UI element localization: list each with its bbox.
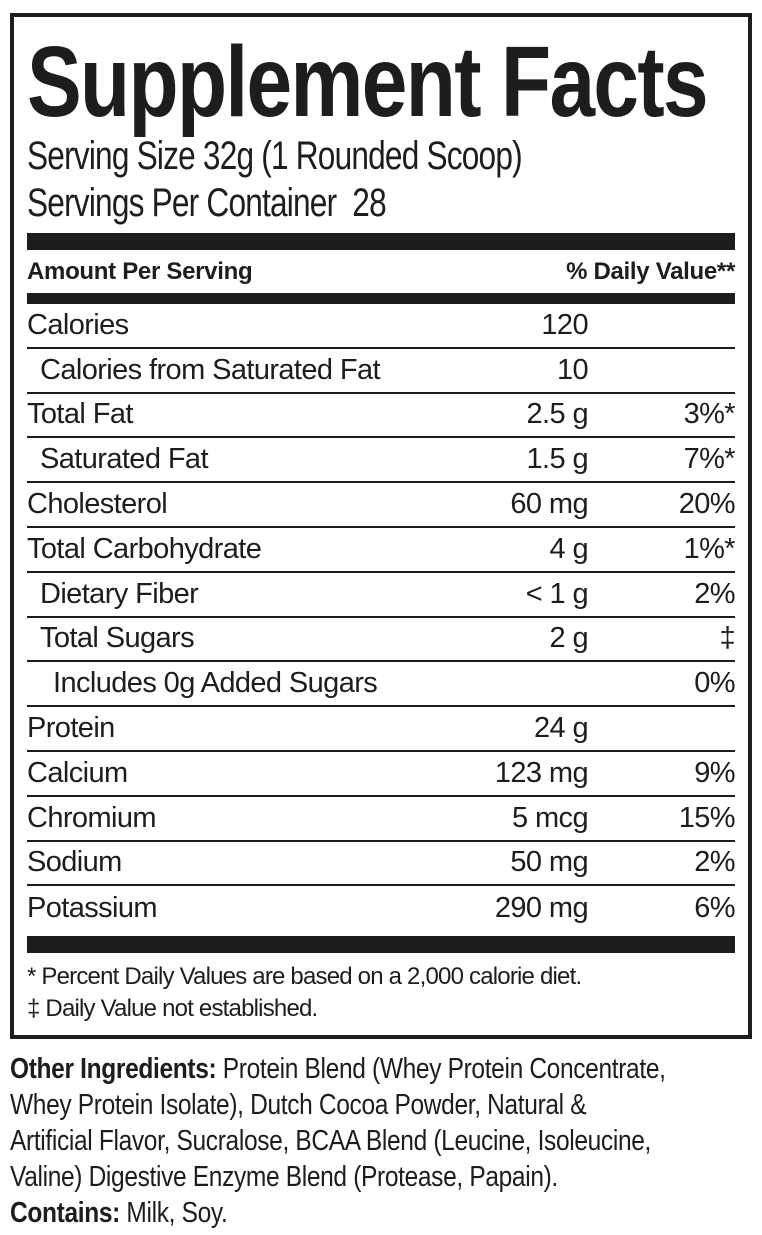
table-row-chromium: Chromium 5 mcg 15% [27,797,736,842]
nutrient-name: Protein [27,712,115,745]
divider-thick-bottom [27,936,735,954]
table-row-saturated-fat: Saturated Fat 1.5 g 7%* [27,438,736,484]
contains-text: Milk, Soy. [119,1197,228,1230]
nutrient-name: Potassium [27,892,158,925]
divider-medium [27,293,735,304]
nutrient-name: Total Fat [27,398,133,431]
footnotes: * Percent Daily Values are based on a 2,… [27,961,735,1025]
nutrient-name: Calories from Saturated Fat [40,353,381,386]
servings-per-container-line: Servings Per Container 28 [27,181,387,225]
nutrient-name: Cholesterol [27,488,168,521]
nutrient-daily-value: 20% [678,488,736,521]
table-row-total-carbohydrate: Total Carbohydrate 4 g 1%* [27,528,736,573]
table-row-calories-from-saturated-fat: Calories from Saturated Fat 10 [27,349,735,394]
nutrient-amount: 4 g [549,532,588,565]
other-ingredients-line-3: Artificial Flavor, Sucralose, BCAA Blend… [10,1125,652,1158]
other-ingredients-line-1: Other Ingredients: Protein Blend (Whey P… [10,1051,762,1087]
table-row-protein: Protein 24 g [27,707,735,752]
supplement-facts-panel: Supplement Facts Serving Size 32g (1 Rou… [10,13,752,1040]
nutrient-daily-value: 2% [694,577,735,610]
nutrient-amount: 10 [556,353,589,386]
nutrient-name: Total Sugars [40,622,195,655]
table-header-row: Amount Per Serving % Daily Value** [27,250,735,293]
nutrient-name: Chromium [27,801,157,834]
nutrient-daily-value: 2% [694,846,735,879]
nutrient-amount: 2 g [549,622,588,655]
below-panel-text: Other Ingredients: Protein Blend (Whey P… [10,1051,762,1231]
divider-thick-top [27,233,735,250]
nutrient-table: Calories 120 Calories from Saturated Fat… [27,304,736,931]
nutrient-amount: 2.5 g [526,398,589,431]
nutrient-daily-value: 1%* [683,532,736,565]
other-ingredients-label: Other Ingredients: [10,1053,217,1086]
table-row-calcium: Calcium 123 mg 9% [27,752,736,797]
other-ingredients-line-1-text: Protein Blend (Whey Protein Concentrate, [216,1053,666,1086]
nutrient-daily-value: 0% [694,667,735,700]
other-ingredients-line-4: Valine) Digestive Enzyme Blend (Protease… [10,1161,558,1194]
nutrient-amount: 123 mg [494,756,589,789]
nutrient-name: Calories [27,308,129,341]
nutrient-name: Saturated Fat [40,443,209,476]
table-row-potassium: Potassium 290 mg 6% [27,886,736,931]
nutrient-name: Sodium [27,846,122,879]
other-ingredients-line-2: Whey Protein Isolate), Dutch Cocoa Powde… [10,1089,587,1122]
nutrient-daily-value: 15% [678,801,736,834]
serving-size-line: Serving Size 32g (1 Rounded Scoop) [27,134,523,178]
nutrient-name: Total Carbohydrate [27,532,262,565]
contains-label: Contains: [10,1197,120,1230]
nutrient-daily-value: 3%* [683,398,736,431]
nutrient-amount: 50 mg [510,846,588,879]
nutrient-name: Dietary Fiber [40,577,199,610]
footnote-daily-value-not-established: ‡ Daily Value not established. [27,995,318,1023]
table-row-calories: Calories 120 [27,304,735,349]
nutrient-amount: 60 mg [510,488,588,521]
nutrient-daily-value: ‡ [719,622,735,655]
table-row-total-sugars: Total Sugars 2 g ‡ [27,618,736,663]
nutrient-amount: 5 mcg [512,801,589,834]
nutrient-amount: 24 g [533,712,589,745]
nutrient-amount: 290 mg [494,892,589,925]
table-row-dietary-fiber: Dietary Fiber < 1 g 2% [27,573,736,618]
table-row-sodium: Sodium 50 mg 2% [27,842,736,887]
daily-value-header: % Daily Value** [566,258,735,285]
table-row-cholesterol: Cholesterol 60 mg 20% [27,483,736,528]
nutrient-daily-value: 6% [694,892,735,925]
panel-title: Supplement Facts [27,26,709,138]
table-row-added-sugars: Includes 0g Added Sugars 0% [27,662,736,708]
footnote-percent-daily-values: * Percent Daily Values are based on a 2,… [27,963,582,991]
nutrient-amount: 120 [541,308,588,341]
nutrient-name: Includes 0g Added Sugars [53,667,378,700]
nutrient-daily-value: 9% [694,756,735,789]
table-row-total-fat: Total Fat 2.5 g 3%* [27,394,736,439]
nutrient-daily-value: 7%* [683,443,736,476]
nutrient-amount: < 1 g [525,577,589,610]
amount-per-serving-header: Amount Per Serving [27,258,253,285]
contains-statement: Contains: Milk, Soy. [10,1195,762,1231]
nutrient-amount: 1.5 g [526,443,589,476]
nutrient-name: Calcium [27,756,128,789]
